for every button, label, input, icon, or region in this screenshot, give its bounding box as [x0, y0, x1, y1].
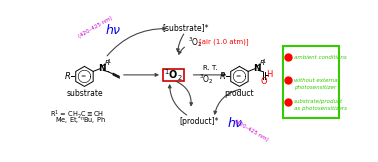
Text: $^1$O$_2$: $^1$O$_2$: [164, 67, 183, 83]
Text: ambient conditions: ambient conditions: [294, 55, 347, 60]
Text: without external: without external: [294, 78, 339, 83]
Text: R: R: [220, 72, 226, 81]
Text: $^3$O$_2$: $^3$O$_2$: [188, 35, 203, 49]
FancyBboxPatch shape: [283, 46, 339, 118]
Text: O: O: [260, 76, 267, 86]
Text: 1: 1: [263, 59, 266, 64]
Text: product: product: [225, 89, 254, 98]
Text: as photosensitizers: as photosensitizers: [294, 106, 347, 111]
Text: 1: 1: [108, 59, 111, 64]
Text: R$^1$ = CH$_2$C$\equiv$CH: R$^1$ = CH$_2$C$\equiv$CH: [50, 109, 104, 121]
Text: N: N: [253, 64, 260, 73]
Text: [substrate]*: [substrate]*: [162, 23, 208, 32]
Text: substrate: substrate: [66, 89, 103, 98]
Text: Me, Et, $^n$Bu, Ph: Me, Et, $^n$Bu, Ph: [55, 116, 106, 127]
Text: R: R: [65, 72, 71, 81]
Text: substrate/product: substrate/product: [294, 99, 343, 104]
Text: =: =: [80, 74, 85, 79]
Text: $h\nu$: $h\nu$: [105, 23, 121, 37]
Text: R: R: [105, 60, 110, 66]
Text: $h\nu$: $h\nu$: [227, 116, 244, 130]
Text: H: H: [266, 70, 273, 79]
Text: [air (1.0 atm)]: [air (1.0 atm)]: [199, 38, 249, 45]
Text: photosensitizer: photosensitizer: [294, 85, 336, 90]
Text: =: =: [235, 74, 240, 79]
Text: (420–425 nm): (420–425 nm): [77, 15, 113, 39]
Text: R. T.: R. T.: [203, 65, 217, 71]
Text: (420–425 nm): (420–425 nm): [233, 118, 269, 142]
Text: N: N: [98, 64, 105, 73]
Text: R: R: [260, 60, 265, 66]
FancyBboxPatch shape: [163, 69, 184, 81]
Text: [product]*: [product]*: [180, 117, 219, 126]
Text: $^3$O$_2$: $^3$O$_2$: [199, 73, 214, 87]
